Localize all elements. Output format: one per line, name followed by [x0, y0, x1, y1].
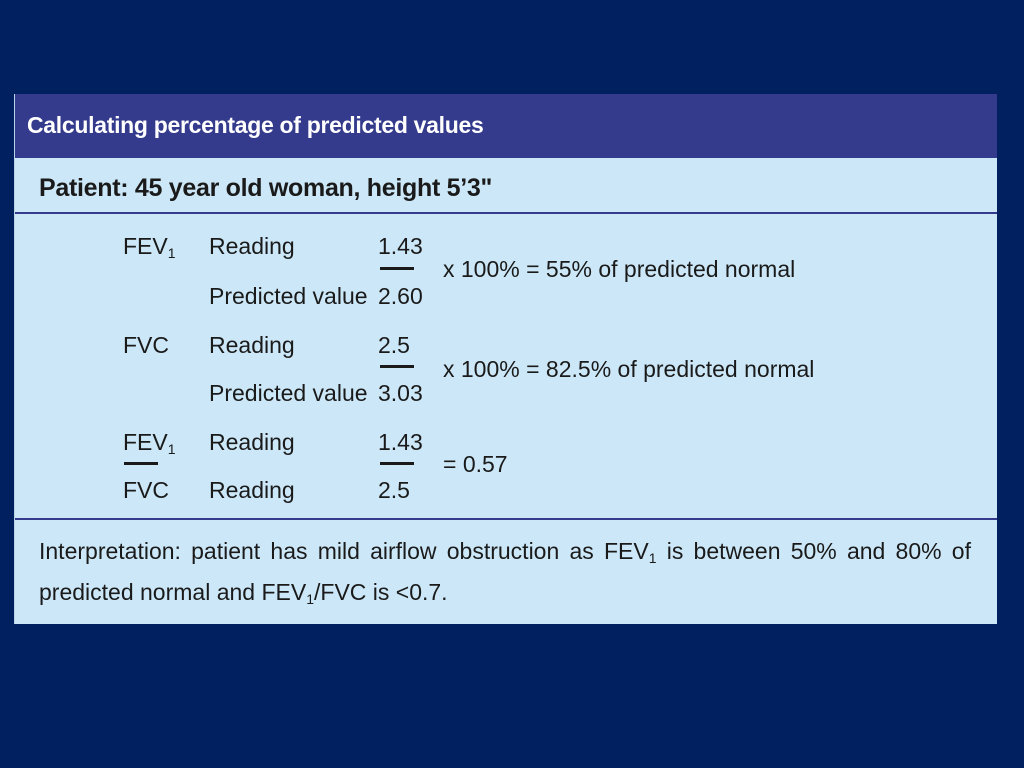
fvc-fraction-bar [380, 365, 414, 368]
ratio-denominator-reading-label: Reading [209, 477, 295, 503]
fev1-fraction-bar [380, 267, 414, 270]
fev1-reading-value: 1.43 [378, 233, 423, 259]
card-title: Calculating percentage of predicted valu… [15, 94, 997, 158]
ratio-label-bar [124, 462, 158, 465]
ratio-denominator-label: FVC [123, 477, 169, 503]
fev1-result: x 100% = 55% of predicted normal [443, 256, 796, 282]
ratio-fraction-bar [380, 462, 414, 465]
ratio-numerator-label: FEV1 [123, 429, 176, 457]
ratio-numerator-reading-label: Reading [209, 429, 295, 455]
fev1-reading-label: Reading [209, 233, 295, 259]
fvc-predicted-value: 3.03 [378, 380, 423, 406]
patient-info: Patient: 45 year old woman, height 5’3" [15, 158, 997, 214]
fvc-label: FVC [123, 332, 169, 358]
calculation-section: FEV1 Reading Predicted value 1.43 2.60 x… [15, 214, 997, 520]
fev1-label: FEV1 [123, 233, 176, 261]
fev1-predicted-value: 2.60 [378, 283, 423, 309]
fvc-result: x 100% = 82.5% of predicted normal [443, 356, 815, 382]
fvc-reading-value: 2.5 [378, 332, 410, 358]
interpretation-text: Interpretation: patient has mild airflow… [39, 538, 971, 607]
fvc-reading-label: Reading [209, 332, 295, 358]
ratio-numerator-value: 1.43 [378, 429, 423, 455]
ratio-denominator-value: 2.5 [378, 477, 410, 503]
fev1-predicted-label: Predicted value [209, 283, 368, 309]
calculation-card: Calculating percentage of predicted valu… [14, 94, 997, 624]
fvc-predicted-label: Predicted value [209, 380, 368, 406]
ratio-result: = 0.57 [443, 451, 508, 477]
